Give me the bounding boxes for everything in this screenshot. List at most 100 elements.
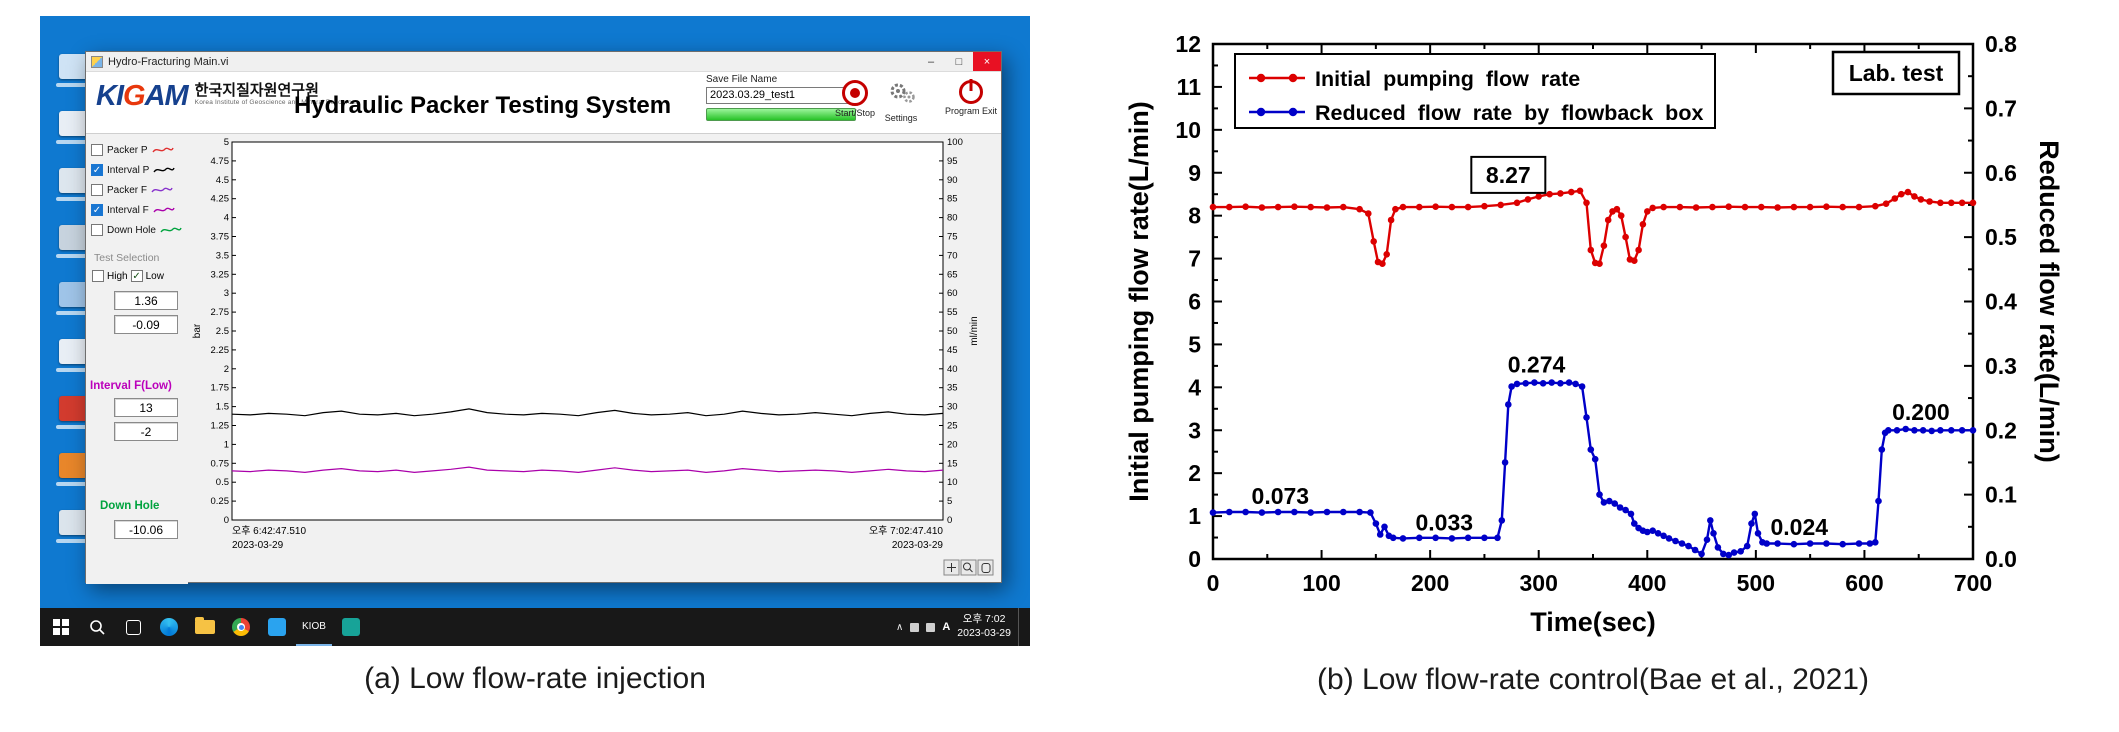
settings-button[interactable]: Settings [871, 80, 931, 123]
svg-text:40: 40 [947, 364, 958, 375]
desktop-icon-4[interactable] [50, 225, 96, 258]
svg-text:1: 1 [1188, 503, 1201, 529]
save-file-input[interactable] [706, 86, 856, 104]
desktop-icon-4-label [56, 254, 90, 258]
desktop-icon-1[interactable] [50, 54, 96, 87]
svg-text:100: 100 [947, 137, 963, 148]
high-checkbox[interactable] [92, 270, 104, 282]
chrome-icon[interactable] [224, 608, 258, 646]
svg-text:0.033: 0.033 [1415, 509, 1473, 535]
svg-text:25: 25 [947, 421, 958, 432]
channel-row-interval-p: ✓ Interval P [91, 162, 175, 178]
edge-icon[interactable] [152, 608, 186, 646]
desktop-icon-7-label [56, 425, 90, 429]
svg-text:90: 90 [947, 175, 958, 186]
desktop-icon-1-label [56, 83, 90, 87]
desktop-icon-3[interactable] [50, 168, 96, 201]
svg-text:0: 0 [223, 515, 228, 526]
channel-row-interval-f: ✓ Interval F [91, 202, 175, 218]
svg-text:75: 75 [947, 232, 958, 243]
progress-bar [706, 107, 856, 121]
app-header: KIGAM 한국지질자원연구원 Korea Institute of Geosc… [86, 72, 1001, 134]
program-exit-button[interactable]: Program Exit [941, 79, 1001, 116]
svg-text:0.25: 0.25 [210, 496, 229, 507]
svg-text:15: 15 [947, 458, 958, 469]
low-checkbox[interactable]: ✓ [130, 270, 143, 282]
channel-label: Packer P [107, 144, 148, 156]
svg-text:100: 100 [1302, 570, 1340, 596]
legend: Initial pumping flow rate Reduced flow ra… [1234, 53, 1716, 129]
channel-line-sample [153, 207, 175, 213]
svg-text:0.5: 0.5 [1985, 224, 2017, 250]
svg-text:85: 85 [947, 194, 958, 205]
svg-text:10: 10 [947, 477, 958, 488]
channel-checkbox[interactable]: ✓ [91, 204, 103, 216]
svg-text:12: 12 [1175, 31, 1201, 57]
desktop-icon-8[interactable] [50, 453, 96, 486]
svg-text:0.0: 0.0 [1985, 546, 2017, 572]
desktop-icon-3-label [56, 197, 90, 201]
caption-b: (b) Low flow-rate control(Bae et al., 20… [1317, 663, 1869, 696]
svg-text:0.200: 0.200 [1892, 399, 1950, 425]
desktop-icon-9[interactable] [50, 510, 96, 543]
svg-text:11: 11 [1177, 74, 1202, 100]
tray-status-icon-2[interactable] [926, 622, 936, 632]
svg-text:0.5: 0.5 [216, 477, 229, 488]
app-icon [91, 55, 103, 68]
tray-date: 2023-03-29 [957, 627, 1011, 639]
close-button[interactable]: × [973, 52, 1001, 71]
subfigure-a: Hydro-Fracturing Main.vi – □ × KIGAM 한국지… [40, 16, 1030, 696]
desktop-icon-2[interactable] [50, 111, 96, 144]
app-body: Packer P ✓ Interval P Packer F ✓ Interval F Do… [86, 134, 1001, 584]
taskbar-app-kiob[interactable]: KIOB [296, 608, 332, 646]
search-icon[interactable] [80, 608, 114, 646]
svg-text:0.75: 0.75 [210, 458, 229, 469]
svg-text:2.75: 2.75 [210, 307, 229, 318]
window-controls: – □ × [917, 52, 1001, 71]
start-button[interactable] [44, 608, 78, 646]
desktop-icon-2-image [58, 111, 88, 136]
mail-icon[interactable] [260, 608, 294, 646]
channel-checkbox[interactable]: ✓ [91, 164, 103, 176]
svg-text:35: 35 [947, 383, 958, 394]
save-file-label: Save File Name [706, 74, 778, 85]
svg-text:0.1: 0.1 [1985, 482, 2017, 508]
tray-clock[interactable]: 오후 7:02 2023-03-29 [957, 613, 1011, 640]
svg-text:2: 2 [223, 364, 228, 375]
desktop-icon-6[interactable] [50, 339, 96, 372]
interval-f-value-1: 13 [114, 398, 178, 417]
desktop-icon-6-image [58, 339, 88, 364]
interval-f-low-label: Interval F(Low) [90, 380, 172, 392]
svg-text:300: 300 [1520, 570, 1558, 596]
down-hole-value: -10.06 [114, 520, 178, 539]
tray-status-icon-1[interactable] [910, 622, 920, 632]
channel-label: Packer F [107, 184, 148, 196]
svg-text:7: 7 [1188, 246, 1201, 272]
desktop-icon-5[interactable] [50, 282, 96, 315]
labview-app-icon[interactable] [334, 608, 368, 646]
desktop-icon-7[interactable] [50, 396, 96, 429]
svg-text:Reduced flow rate by flowback: Reduced flow rate by flowback box [1315, 101, 1703, 125]
maximize-button[interactable]: □ [955, 55, 963, 68]
taskbar: KIOB ∧ A 오후 7:02 2023-03-29 [40, 608, 1030, 646]
svg-text:ml/min: ml/min [969, 316, 980, 345]
start-stop-icon[interactable] [842, 80, 868, 106]
channel-checkbox[interactable] [91, 144, 103, 156]
start-stop-button[interactable]: Start/Stop [825, 80, 885, 118]
power-icon[interactable] [959, 79, 983, 104]
channel-checkbox[interactable] [91, 184, 103, 196]
window-titlebar[interactable]: Hydro-Fracturing Main.vi – □ × [86, 52, 1001, 72]
svg-text:4: 4 [223, 213, 228, 224]
show-desktop-button[interactable] [1018, 608, 1022, 646]
task-view-icon[interactable] [116, 608, 150, 646]
desktop-icon-9-image [58, 510, 88, 535]
ime-indicator[interactable]: A [942, 621, 951, 633]
svg-text:50: 50 [947, 326, 958, 337]
minimize-button[interactable]: – [927, 55, 935, 68]
tray-chevron-icon[interactable]: ∧ [896, 621, 904, 633]
svg-text:10: 10 [1175, 117, 1201, 143]
channel-checkbox[interactable] [91, 224, 103, 236]
svg-text:Reduced flow rate(L/min): Reduced flow rate(L/min) [2034, 140, 2064, 463]
file-explorer-icon[interactable] [188, 608, 222, 646]
interval-f-value-2: -2 [114, 422, 178, 441]
